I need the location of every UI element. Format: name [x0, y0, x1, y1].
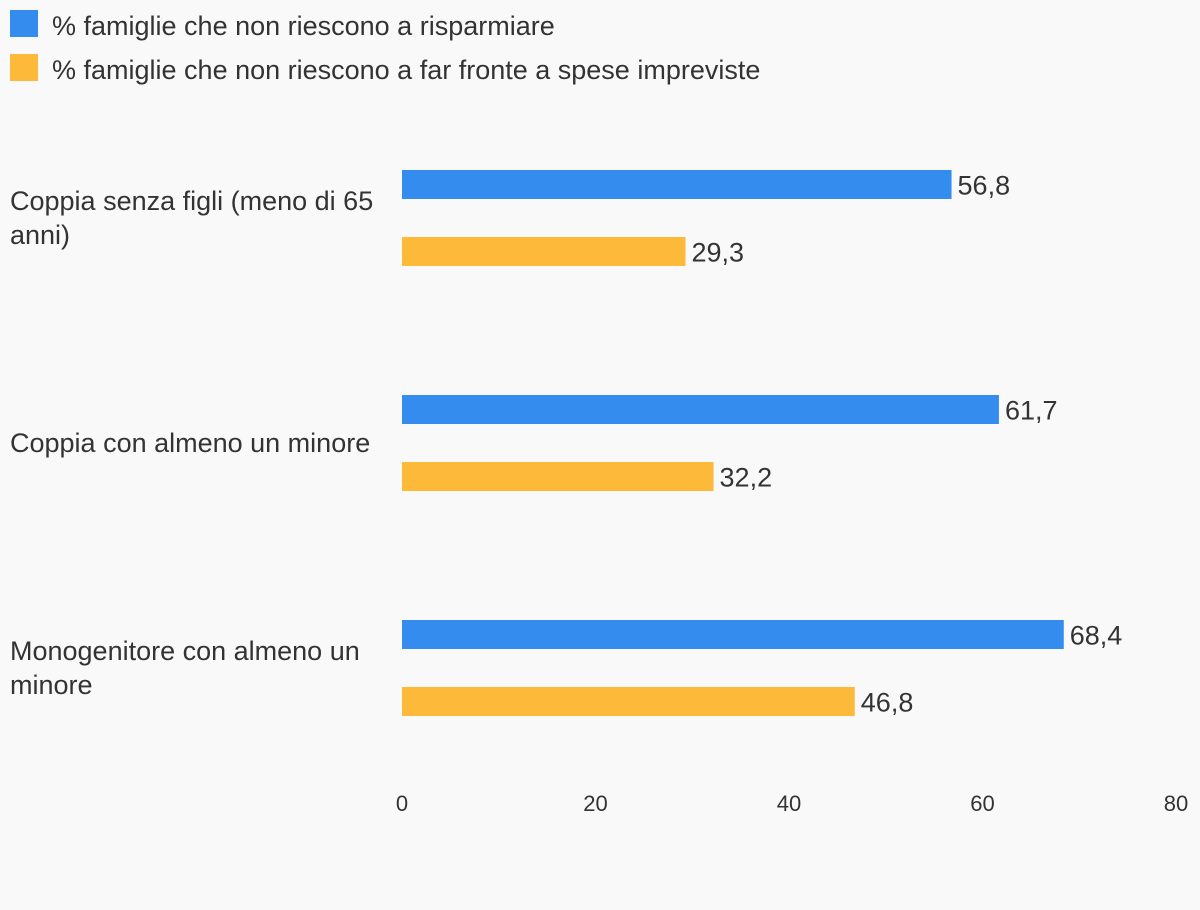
bar-savings — [402, 395, 999, 424]
bar-unexpected-expenses — [402, 687, 855, 716]
bar-value-label: 32,2 — [720, 463, 773, 493]
bar-value-label: 46,8 — [861, 688, 914, 718]
bar-value-label: 68,4 — [1070, 621, 1123, 651]
bar-savings — [402, 620, 1064, 649]
bar-unexpected-expenses — [402, 462, 714, 491]
x-tick-label: 80 — [1164, 791, 1188, 816]
legend-swatch-unexpected-expenses — [10, 54, 38, 81]
bar-value-label: 61,7 — [1005, 396, 1058, 426]
category-label: Coppia senza figli (meno di 65 anni) — [10, 186, 373, 250]
x-tick-label: 60 — [970, 791, 994, 816]
bar-value-label: 56,8 — [958, 171, 1011, 201]
x-tick-label: 20 — [583, 791, 607, 816]
bar-savings — [402, 170, 952, 199]
x-tick-label: 40 — [777, 791, 801, 816]
legend-swatch-savings — [10, 10, 38, 37]
bar-unexpected-expenses — [402, 237, 686, 266]
legend-label-savings: % famiglie che non riescono a risparmiar… — [52, 11, 555, 41]
x-tick-label: 0 — [396, 791, 408, 816]
legend-label-unexpected-expenses: % famiglie che non riescono a far fronte… — [52, 55, 761, 85]
bar-value-label: 29,3 — [691, 238, 744, 268]
category-label: Coppia con almeno un minore — [10, 428, 370, 458]
category-label: Monogenitore con almeno un minore — [10, 636, 360, 700]
